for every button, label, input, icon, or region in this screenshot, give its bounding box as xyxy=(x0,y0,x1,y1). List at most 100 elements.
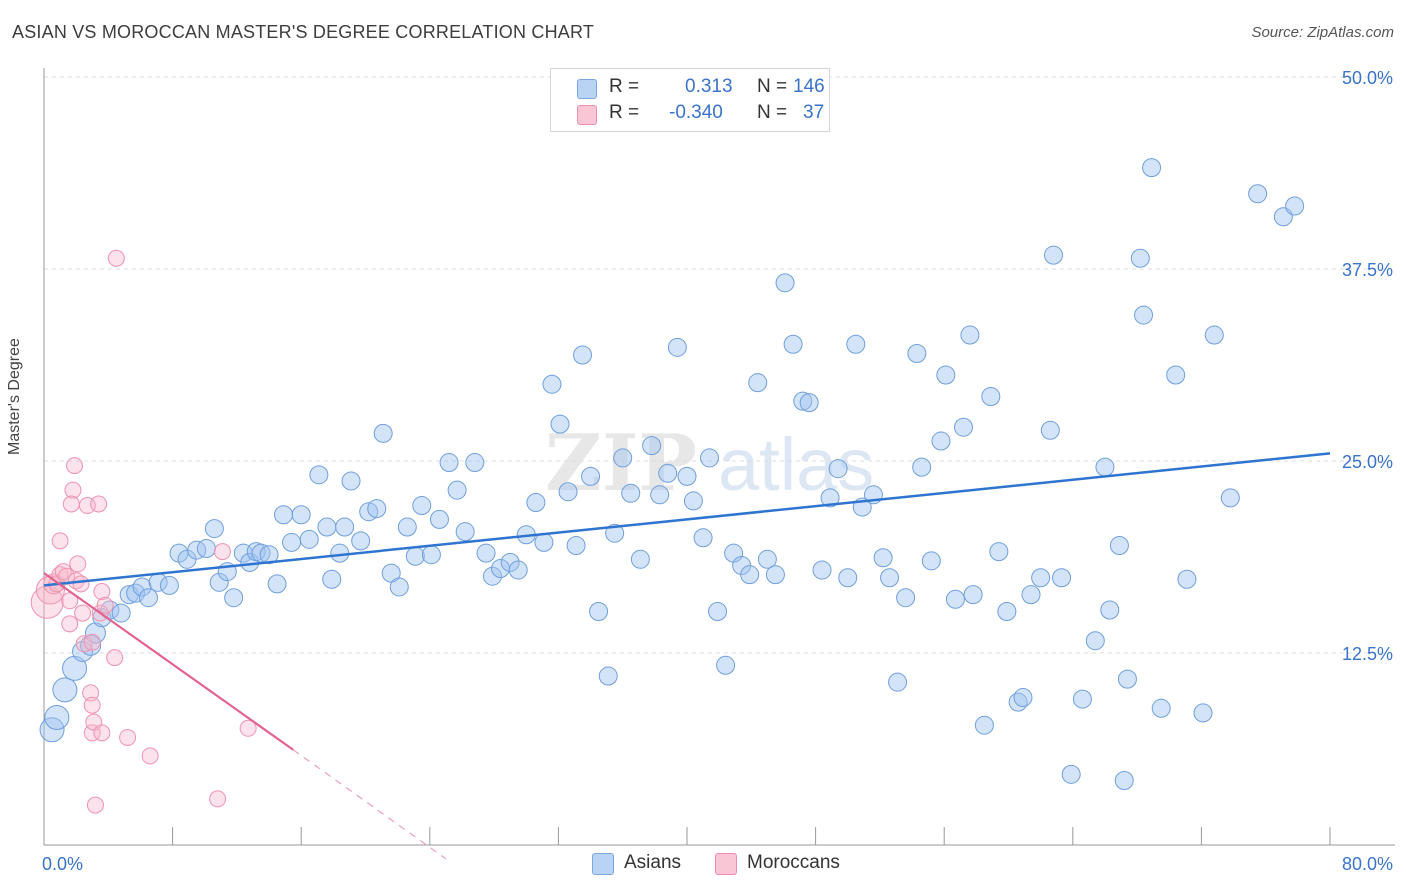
asian-point xyxy=(783,334,803,354)
moroccan-point xyxy=(61,615,79,633)
moroccan-point xyxy=(141,747,159,765)
moroccan-point xyxy=(83,724,101,742)
asian-point xyxy=(820,488,840,508)
bottom-legend-swatch-asians xyxy=(592,853,614,875)
moroccan-point xyxy=(51,532,69,550)
bottom-legend-swatch-moroccans xyxy=(715,853,737,875)
moroccan-point xyxy=(62,495,80,513)
asian-point xyxy=(204,519,224,539)
asian-point xyxy=(534,532,554,552)
asian-point xyxy=(291,505,311,525)
asian-point xyxy=(693,528,713,548)
source-credit: Source: ZipAtlas.com xyxy=(1251,24,1394,41)
moroccan-point xyxy=(86,796,104,814)
watermark-zip: ZIP xyxy=(545,418,697,509)
asian-point xyxy=(1095,457,1115,477)
asian-point xyxy=(267,574,287,594)
legend-swatch-asians xyxy=(577,79,597,99)
asian-point xyxy=(765,565,785,585)
asian-point xyxy=(1285,196,1305,216)
asian-point xyxy=(62,655,88,681)
asian-point xyxy=(873,548,893,568)
asian-point xyxy=(52,677,78,703)
asian-point xyxy=(838,568,858,588)
asian-point xyxy=(775,273,795,293)
asian-point xyxy=(921,551,941,571)
asian-point xyxy=(793,391,813,411)
moroccan-point xyxy=(107,249,125,267)
asian-point xyxy=(1021,585,1041,605)
legend-n-label: N = xyxy=(757,76,788,97)
asian-point xyxy=(642,436,662,456)
asian-point xyxy=(455,522,475,542)
asian-point xyxy=(1117,669,1137,689)
asian-point xyxy=(322,569,342,589)
asian-point xyxy=(1031,568,1051,588)
asian-point xyxy=(630,549,650,569)
asian-point xyxy=(1052,568,1072,588)
asian-point xyxy=(259,545,279,565)
moroccan-point xyxy=(239,719,257,737)
asian-point xyxy=(405,546,425,566)
asian-point xyxy=(80,634,102,656)
asian-point xyxy=(1220,488,1240,508)
asian-point xyxy=(1109,535,1129,555)
legend-r-label: R = xyxy=(609,76,640,97)
asian-point xyxy=(650,485,670,505)
asian-point xyxy=(896,588,916,608)
asian-point xyxy=(960,325,980,345)
moroccan-trend-extension xyxy=(292,749,447,860)
legend-n-value: 146 xyxy=(793,76,825,97)
asian-point xyxy=(508,560,528,580)
asian-point xyxy=(1130,248,1150,268)
asian-point xyxy=(476,543,496,563)
asian-point xyxy=(907,343,927,363)
asian-point xyxy=(936,365,956,385)
asian-point xyxy=(880,568,900,588)
asian-point xyxy=(373,423,393,443)
bottom-legend-label-asians: Asians xyxy=(624,852,682,873)
asian-point xyxy=(981,386,1001,406)
asian-point xyxy=(963,585,983,605)
asian-point xyxy=(159,575,179,595)
asian-point xyxy=(335,517,355,537)
asian-point xyxy=(1100,600,1120,620)
moroccan-point xyxy=(64,481,82,499)
legend-swatch-moroccans xyxy=(577,105,597,125)
asian-point xyxy=(1040,420,1060,440)
moroccan-point xyxy=(209,790,227,808)
asian-point xyxy=(997,602,1017,622)
chart-title: ASIAN VS MOROCCAN MASTER'S DEGREE CORREL… xyxy=(12,22,595,42)
asian-point xyxy=(1142,158,1162,178)
asian-point xyxy=(1044,245,1064,265)
asian-point xyxy=(621,483,641,503)
asian-point xyxy=(828,459,848,479)
moroccan-point xyxy=(90,495,108,513)
asian-point xyxy=(439,453,459,473)
y-tick-label: 50.0% xyxy=(1342,68,1393,88)
asian-point xyxy=(558,482,578,502)
legend-n-value: 37 xyxy=(803,102,825,123)
y-tick-label: 25.0% xyxy=(1342,452,1393,472)
correlation-legend: R = 0.313 N = 146 R = -0.340 N = 37 xyxy=(550,68,830,132)
moroccan-point xyxy=(83,696,101,714)
asian-point xyxy=(132,577,152,597)
asian-point xyxy=(397,517,417,537)
y-tick-label: 12.5% xyxy=(1342,644,1393,664)
asian-point xyxy=(589,602,609,622)
asian-point xyxy=(341,471,361,491)
asian-point xyxy=(224,588,244,608)
moroccan-point xyxy=(54,563,72,581)
asian-point xyxy=(1134,305,1154,325)
asian-point xyxy=(667,337,687,357)
asian-point xyxy=(740,565,760,585)
asian-point xyxy=(367,499,387,519)
asian-point xyxy=(465,453,485,473)
asian-point xyxy=(605,523,625,543)
legend-r-label: R = xyxy=(609,102,640,123)
asian-point xyxy=(708,602,728,622)
watermark-atlas: atlas xyxy=(718,423,874,506)
legend-n-label: N = xyxy=(757,102,788,123)
asian-point xyxy=(482,566,502,586)
